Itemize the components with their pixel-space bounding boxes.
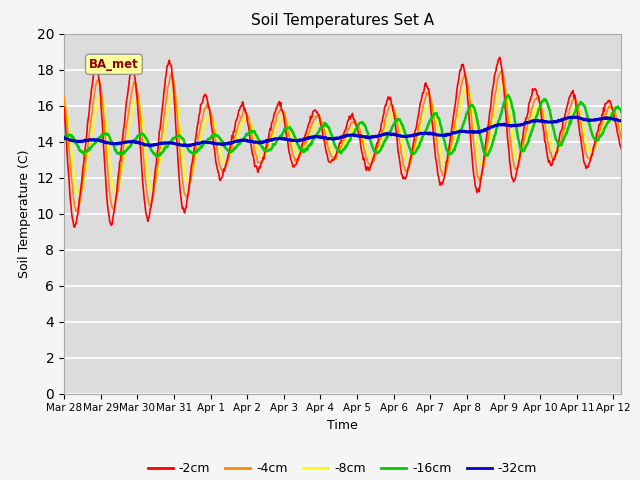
-32cm: [63, 136, 70, 142]
-4cm: [468, 116, 476, 122]
-32cm: [140, 141, 147, 147]
-4cm: [497, 68, 505, 73]
-8cm: [76, 193, 83, 199]
Line: -4cm: -4cm: [64, 71, 631, 211]
-16cm: [504, 92, 512, 98]
-8cm: [60, 104, 68, 109]
-16cm: [60, 136, 68, 142]
-8cm: [481, 157, 489, 163]
-2cm: [627, 135, 635, 141]
-16cm: [627, 135, 635, 141]
-4cm: [72, 208, 80, 214]
X-axis label: Time: Time: [327, 419, 358, 432]
-32cm: [303, 136, 310, 142]
-32cm: [481, 128, 489, 133]
Line: -32cm: -32cm: [64, 117, 631, 146]
-2cm: [324, 157, 332, 163]
-32cm: [186, 143, 194, 149]
-16cm: [481, 152, 489, 157]
-4cm: [60, 94, 68, 99]
-8cm: [63, 104, 70, 110]
-2cm: [481, 143, 489, 149]
-4cm: [303, 134, 310, 140]
Y-axis label: Soil Temperature (C): Soil Temperature (C): [18, 149, 31, 278]
-16cm: [303, 147, 310, 153]
-2cm: [60, 104, 68, 110]
-16cm: [324, 124, 332, 130]
-16cm: [140, 132, 147, 137]
-8cm: [500, 80, 508, 86]
Legend: -2cm, -4cm, -8cm, -16cm, -32cm: -2cm, -4cm, -8cm, -16cm, -32cm: [143, 457, 542, 480]
Text: BA_met: BA_met: [89, 58, 139, 71]
-4cm: [324, 144, 332, 150]
-8cm: [627, 137, 635, 143]
-32cm: [627, 118, 635, 124]
Line: -16cm: -16cm: [64, 95, 631, 156]
-2cm: [71, 224, 79, 230]
-8cm: [303, 139, 310, 144]
-2cm: [140, 195, 148, 201]
-8cm: [324, 135, 332, 141]
-8cm: [468, 99, 476, 105]
-32cm: [468, 129, 476, 134]
-4cm: [140, 162, 148, 168]
-32cm: [324, 136, 332, 142]
-32cm: [60, 135, 68, 141]
-16cm: [152, 154, 160, 159]
-32cm: [573, 114, 580, 120]
Title: Soil Temperatures Set A: Soil Temperatures Set A: [251, 13, 434, 28]
-4cm: [627, 140, 635, 146]
Line: -2cm: -2cm: [64, 57, 631, 227]
Line: -8cm: -8cm: [64, 83, 631, 196]
-8cm: [140, 133, 148, 139]
-4cm: [63, 113, 70, 119]
-16cm: [468, 102, 476, 108]
-2cm: [496, 54, 504, 60]
-16cm: [63, 132, 70, 138]
-4cm: [481, 154, 489, 160]
-2cm: [468, 147, 476, 153]
-2cm: [63, 135, 70, 141]
-2cm: [303, 128, 310, 133]
